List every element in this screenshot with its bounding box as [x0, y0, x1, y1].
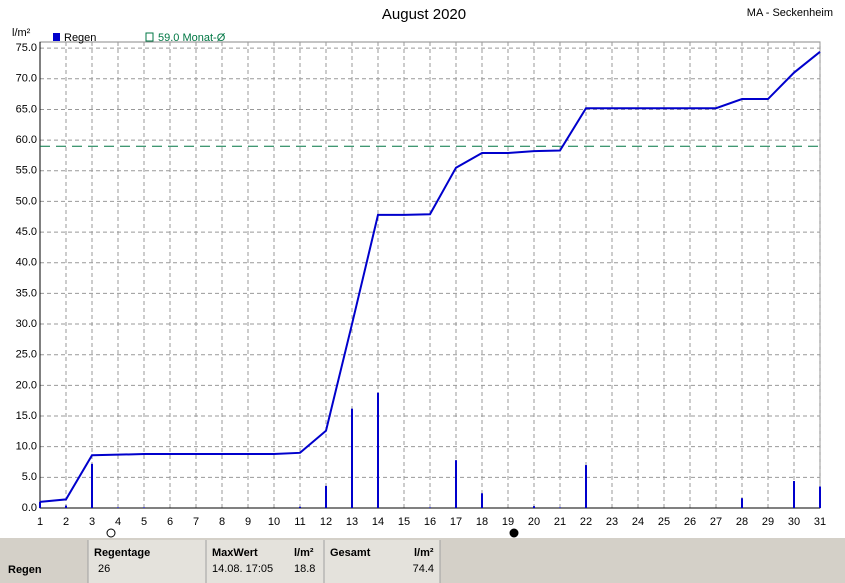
bar: [585, 465, 587, 508]
y-tick-label: 45.0: [16, 226, 37, 238]
bar: [481, 493, 483, 508]
x-tick-label: 30: [788, 516, 800, 528]
y-tick-label: 65.0: [16, 103, 37, 115]
x-tick-label: 3: [89, 516, 95, 528]
x-tick-label: 14: [372, 516, 384, 528]
x-tick-label: 1: [37, 516, 43, 528]
x-tick-label: 12: [320, 516, 332, 528]
summary-header: l/m²: [294, 547, 314, 559]
bar: [299, 506, 301, 508]
bar: [455, 460, 457, 508]
y-tick-label: 0.0: [22, 502, 37, 514]
x-tick-label: 17: [450, 516, 462, 528]
y-tick-label: 25.0: [16, 349, 37, 361]
bar: [91, 463, 93, 508]
x-tick-label: 8: [219, 516, 225, 528]
legend-swatch: [53, 33, 60, 41]
summary-value: 26: [98, 563, 110, 575]
bar: [533, 506, 535, 508]
x-tick-label: 27: [710, 516, 722, 528]
x-tick-label: 28: [736, 516, 748, 528]
bar: [559, 507, 561, 508]
bar: [793, 481, 795, 508]
y-tick-label: 55.0: [16, 165, 37, 177]
summary-row-label: Regen: [8, 564, 42, 576]
x-tick-label: 21: [554, 516, 566, 528]
y-tick-label: 35.0: [16, 287, 37, 299]
x-tick-label: 10: [268, 516, 280, 528]
y-tick-label: 20.0: [16, 379, 37, 391]
summary-header: MaxWert: [212, 547, 258, 559]
bar: [429, 507, 431, 508]
y-tick-label: 60.0: [16, 134, 37, 146]
bar: [351, 408, 353, 508]
x-tick-label: 23: [606, 516, 618, 528]
cumulative-line: [39, 51, 821, 503]
summary-value: 74.4: [413, 563, 434, 575]
y-tick-label: 70.0: [16, 73, 37, 85]
y-tick-label: 15.0: [16, 410, 37, 422]
x-tick-label: 13: [346, 516, 358, 528]
x-tick-label: 15: [398, 516, 410, 528]
legend-label: 59.0 Monat-Ø: [158, 32, 226, 44]
summary-body: [88, 540, 440, 583]
x-tick-label: 20: [528, 516, 540, 528]
x-tick-label: 4: [115, 516, 121, 528]
legend-swatch: [145, 32, 154, 42]
x-tick-label: 11: [294, 516, 305, 528]
y-tick-label: 5.0: [22, 471, 37, 483]
x-tick-label: 5: [141, 516, 147, 528]
summary-header: Regentage: [94, 547, 150, 559]
chart-title: August 2020: [382, 6, 466, 23]
x-tick-label: 24: [632, 516, 644, 528]
y-tick-label: 10.0: [16, 441, 37, 453]
x-tick-label: 7: [193, 516, 199, 528]
summary-value: 18.8: [294, 563, 315, 575]
y-tick-label: 75.0: [16, 42, 37, 54]
bar: [377, 392, 379, 508]
x-tick-label: 26: [684, 516, 696, 528]
bar: [325, 485, 327, 508]
station: MA - Seckenheim: [747, 7, 833, 19]
summary-value: 14.08. 17:05: [212, 563, 273, 575]
y-tick-label: 50.0: [16, 195, 37, 207]
bar: [741, 498, 743, 508]
x-tick-label: 18: [476, 516, 488, 528]
y-tick-label: 40.0: [16, 257, 37, 269]
bar: [143, 507, 145, 508]
bar: [819, 486, 821, 508]
x-tick-label: 19: [502, 516, 514, 528]
x-tick-label: 31: [814, 516, 826, 528]
moon-full: [509, 528, 519, 538]
summary-header: l/m²: [414, 547, 434, 559]
x-tick-label: 25: [658, 516, 670, 528]
x-tick-label: 2: [63, 516, 69, 528]
summary-header: Gesamt: [330, 547, 371, 559]
x-tick-label: 22: [580, 516, 592, 528]
bar: [39, 501, 41, 508]
y-label: l/m²: [12, 27, 31, 39]
legend-label: Regen: [64, 32, 96, 44]
x-tick-label: 16: [424, 516, 436, 528]
moon-new: [106, 528, 116, 538]
x-tick-label: 29: [762, 516, 774, 528]
x-tick-label: 6: [167, 516, 173, 528]
y-tick-label: 30.0: [16, 318, 37, 330]
x-tick-label: 9: [245, 516, 251, 528]
bar: [117, 507, 119, 508]
bar: [65, 505, 67, 508]
